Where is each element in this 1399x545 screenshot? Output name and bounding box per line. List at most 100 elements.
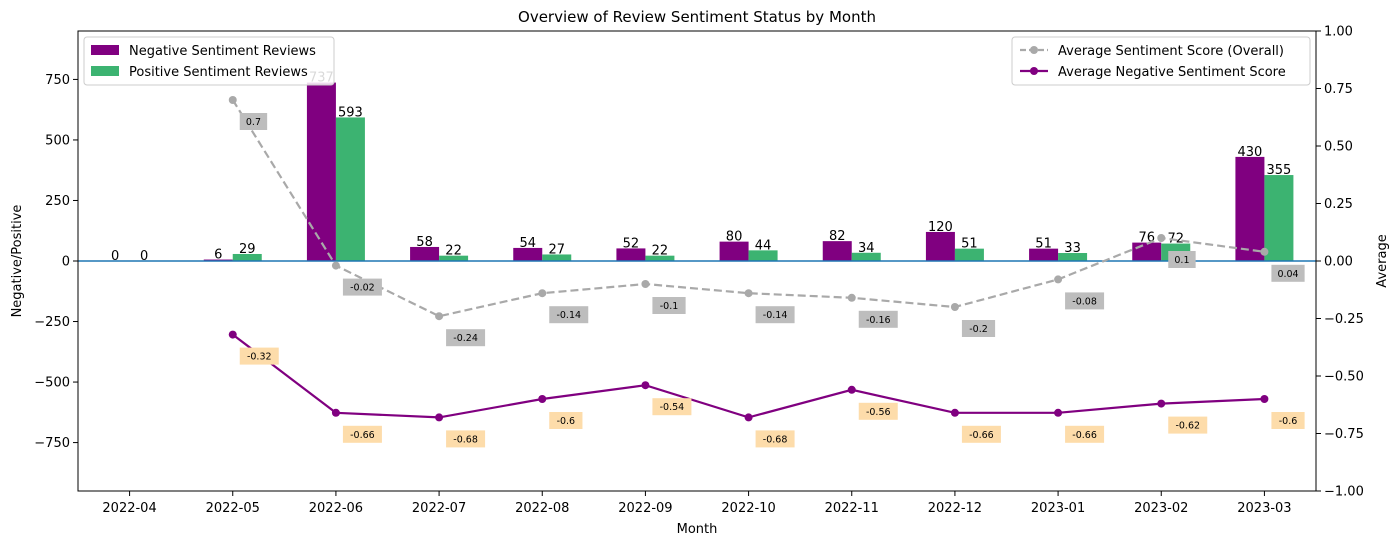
- point-label: -0.32: [247, 352, 272, 363]
- bar: [822, 241, 852, 261]
- line-point: [331, 408, 340, 417]
- line-point: [1260, 395, 1269, 403]
- x-tick-label: 2022-11: [825, 501, 879, 516]
- legend-swatch: [91, 66, 119, 76]
- point-label: -0.62: [1175, 421, 1200, 432]
- line-point: [1260, 247, 1269, 256]
- point-label-box: [1065, 425, 1105, 443]
- y2-tick-label: 0.00: [1324, 255, 1353, 270]
- legend-label: Positive Sentiment Reviews: [129, 65, 308, 80]
- point-label-box: [961, 425, 1001, 443]
- legend-swatch: [91, 45, 119, 55]
- line-point: [950, 303, 959, 311]
- bar-value-label: 34: [858, 241, 875, 256]
- point-label-box: [239, 347, 279, 365]
- line-point: [641, 280, 650, 288]
- point-label-box: [446, 430, 486, 448]
- legend-marker: [1030, 67, 1038, 75]
- point-label-box: [1168, 251, 1196, 268]
- point-label-box: [961, 320, 996, 337]
- point-label: -0.54: [660, 402, 685, 413]
- bar-value-label: 82: [829, 229, 846, 244]
- point-label: -0.6: [1279, 416, 1298, 427]
- plot-area: −750 −500 −250 0 250 500 750 −1.00 −0.75 −0.50 −0.…: [34, 25, 1364, 517]
- bar: [616, 248, 646, 261]
- point-label-box: [549, 412, 583, 429]
- plot-frame: [77, 30, 1317, 492]
- y2-tick-label: 0.50: [1324, 140, 1353, 155]
- bar-value-label: 0: [140, 249, 148, 264]
- bar: [542, 254, 572, 261]
- legend-box: [1011, 36, 1311, 86]
- x-axis-title: Month: [677, 522, 718, 537]
- y2-tick-label: −0.75: [1324, 427, 1364, 442]
- point-label-box: [755, 430, 795, 448]
- point-label: -0.68: [763, 434, 788, 445]
- bar-value-label: 51: [1035, 237, 1052, 252]
- bar: [1264, 175, 1294, 261]
- bar: [1058, 253, 1088, 261]
- bar: [410, 246, 440, 261]
- y-axis-title: Negative/Positive: [10, 205, 25, 318]
- y2-tick-label: 0.75: [1324, 82, 1353, 97]
- bar: [645, 255, 675, 261]
- bar-value-label: 54: [519, 236, 536, 251]
- bar-value-label: 27: [548, 242, 565, 257]
- x-tick-label: 2022-05: [206, 501, 260, 516]
- bar-value-label: 33: [1064, 241, 1081, 256]
- bar-value-label: 430: [1238, 145, 1263, 160]
- point-label: -0.1: [660, 301, 679, 312]
- bar-value-label: 29: [239, 242, 256, 257]
- point-label: -0.68: [453, 434, 478, 445]
- x-tick-label: 2022-10: [721, 501, 775, 516]
- bar: [925, 231, 955, 261]
- point-label: -0.6: [557, 416, 576, 427]
- y2-tick-label: 0.25: [1324, 197, 1353, 212]
- point-label-box: [652, 297, 686, 314]
- line-point: [538, 289, 547, 298]
- bar-value-label: 51: [961, 237, 978, 252]
- bar: [1029, 248, 1059, 261]
- point-label-box: [858, 402, 898, 420]
- bar: [306, 82, 336, 261]
- bar-value-label: 52: [623, 236, 640, 251]
- x-tick-label: 2022-08: [515, 501, 569, 516]
- point-label-box: [858, 310, 898, 328]
- point-label-box: [239, 113, 268, 130]
- point-label: -0.66: [1072, 430, 1097, 441]
- bar-value-label: 80: [726, 230, 743, 245]
- line-point: [228, 330, 237, 339]
- point-label-box: [342, 425, 382, 443]
- point-label-box: [755, 306, 795, 324]
- point-label: -0.66: [350, 430, 375, 441]
- y2-tick-label: 1.00: [1324, 25, 1353, 40]
- x-tick-label: 2022-12: [928, 501, 982, 516]
- point-label: -0.2: [969, 324, 988, 335]
- point-label: -0.08: [1072, 296, 1097, 307]
- line-point: [847, 293, 856, 302]
- bar: [439, 255, 469, 261]
- line-point: [331, 261, 340, 270]
- point-label: 0.04: [1277, 269, 1298, 280]
- bar: [954, 248, 984, 261]
- y-tick-label: 250: [45, 194, 70, 209]
- x-tick-label: 2023-01: [1031, 501, 1085, 516]
- legend-box: [83, 36, 335, 86]
- point-label: 0.1: [1174, 255, 1189, 266]
- y-tick-label: 0: [62, 255, 70, 270]
- y2-tick-label: −0.50: [1324, 370, 1364, 385]
- legend-label: Average Sentiment Score (Overall): [1058, 44, 1284, 59]
- point-label: -0.14: [763, 310, 788, 321]
- bar-value-label: 58: [416, 235, 433, 250]
- point-label: -0.56: [866, 407, 891, 418]
- line-point: [1157, 234, 1166, 242]
- x-tick-label: 2023-02: [1134, 501, 1188, 516]
- line-point: [538, 395, 547, 403]
- point-label-box: [1271, 264, 1305, 282]
- bar: [719, 241, 749, 261]
- point-label-box: [1065, 292, 1105, 310]
- legend-marker: [1030, 46, 1038, 54]
- point-label: 0.7: [246, 117, 261, 128]
- chart-title: Overview of Review Sentiment Status by M…: [518, 8, 876, 26]
